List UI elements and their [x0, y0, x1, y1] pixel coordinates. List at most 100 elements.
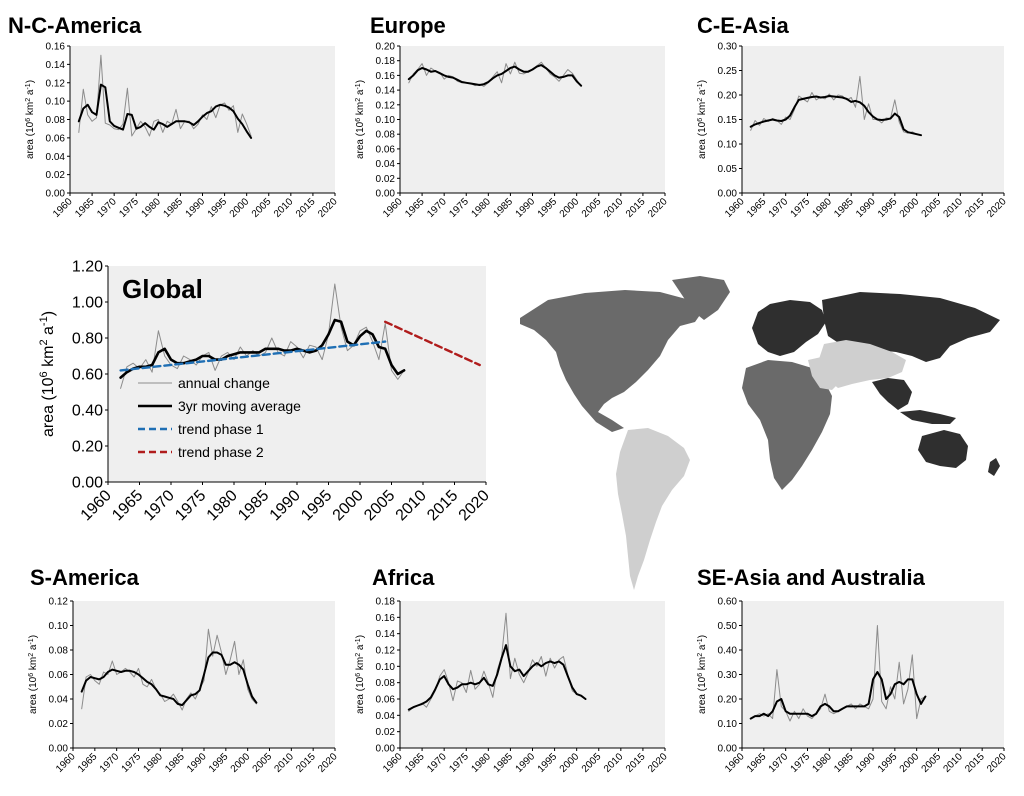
x-tick-label: 1980 — [469, 751, 493, 775]
x-tick-label: 1970 — [767, 196, 791, 220]
x-tick-label: 2010 — [602, 196, 626, 220]
x-tick-label: 2015 — [624, 196, 648, 220]
moving-average-line — [77, 83, 253, 139]
y-tick-label: 1.00 — [72, 295, 103, 312]
y-tick-label: 0.08 — [376, 678, 396, 689]
y-tick-label: 0.14 — [376, 629, 396, 640]
x-tick-label: 2000 — [898, 751, 922, 775]
y-tick-label: 0.02 — [376, 174, 396, 185]
y-tick-label: 0.14 — [46, 60, 66, 71]
y-tick-label: 0.12 — [46, 78, 66, 89]
x-tick-label: 1995 — [536, 196, 560, 220]
x-tick-label: 1960 — [381, 751, 405, 775]
y-tick-label: 0.04 — [49, 695, 69, 706]
x-tick-label: 1960 — [54, 751, 78, 775]
x-tick-label: 2015 — [294, 751, 318, 775]
x-tick-label: 2010 — [941, 751, 965, 775]
y-tick-label: 0.60 — [72, 367, 103, 384]
x-tick-label: 1970 — [95, 196, 119, 220]
y-tick-label: 0.20 — [72, 439, 103, 456]
trend-phase-2-line — [384, 320, 481, 367]
y-tick-label: 0.50 — [718, 621, 738, 632]
x-tick-label: 2020 — [985, 196, 1009, 220]
y-tick-label: 0.00 — [376, 744, 396, 755]
x-tick-label: 2000 — [898, 196, 922, 220]
x-tick-label: 1965 — [745, 196, 769, 220]
map-region-se-asia — [872, 378, 912, 410]
y-tick-label: 0.16 — [376, 613, 396, 624]
x-tick-label: 1990 — [514, 751, 538, 775]
x-tick-label: 1980 — [204, 487, 241, 524]
y-tick-label: 0.02 — [49, 719, 69, 730]
map-region-europe — [752, 300, 826, 356]
panel-s-america: 0.00 0.02 0.04 0.06 0.08 0.10 0.12 196019651970… — [28, 565, 340, 775]
x-tick-label: 2020 — [316, 751, 340, 775]
legend-label: 3yr moving average — [178, 398, 301, 414]
x-tick-label: 2000 — [229, 751, 253, 775]
y-tick-label: 0.08 — [49, 646, 69, 657]
x-tick-label: 2015 — [294, 196, 318, 220]
x-tick-label: 1980 — [810, 751, 834, 775]
annual-change-line — [81, 628, 257, 711]
x-tick-label: 1990 — [267, 487, 304, 524]
map-region-s-america — [616, 428, 690, 590]
plot-area — [742, 601, 1004, 748]
y-tick-label: 0.00 — [718, 744, 738, 755]
y-tick-label: 0.10 — [376, 662, 396, 673]
x-tick-label: 2020 — [646, 751, 670, 775]
y-tick-label: 0.12 — [49, 597, 69, 608]
panel-title: Europe — [370, 13, 446, 38]
x-tick-label: 1995 — [876, 751, 900, 775]
x-tick-label: 2000 — [228, 196, 252, 220]
plot-area — [108, 266, 486, 482]
panel-title: Global — [122, 274, 203, 304]
x-tick-label: 2010 — [272, 751, 296, 775]
y-axis-label: area (106 km2 a-1) — [28, 635, 40, 714]
panel-se-asia-australia: 0.00 0.10 0.20 0.30 0.40 0.50 0.60 196019651970… — [697, 565, 1009, 775]
x-tick-label: 2000 — [558, 196, 582, 220]
panel-global: 0.00 0.20 0.40 0.60 0.80 1.00 1.20 196019651970… — [38, 259, 493, 525]
y-tick-label: 0.15 — [718, 115, 738, 126]
moving-average-line — [80, 651, 258, 707]
y-tick-label: 0.10 — [718, 719, 738, 730]
x-tick-label: 2005 — [251, 751, 275, 775]
y-tick-label: 0.16 — [376, 71, 396, 82]
x-tick-label: 2005 — [580, 751, 604, 775]
y-tick-label: 0.02 — [376, 727, 396, 738]
y-tick-label: 0.04 — [376, 159, 396, 170]
y-tick-label: 0.00 — [72, 475, 103, 492]
y-tick-label: 0.08 — [46, 115, 66, 126]
moving-average-line — [749, 671, 927, 720]
x-tick-label: 1990 — [185, 751, 209, 775]
x-tick-label: 1975 — [447, 751, 471, 775]
map-region-se-asia-islands — [900, 410, 956, 424]
x-tick-label: 2010 — [272, 196, 296, 220]
x-tick-label: 1995 — [536, 751, 560, 775]
x-tick-label: 1990 — [854, 196, 878, 220]
plot-area — [400, 601, 665, 748]
annual-change-line — [78, 54, 252, 137]
y-tick-label: 0.05 — [718, 164, 738, 175]
moving-average-line — [119, 318, 406, 379]
map-region-middle-east — [808, 356, 842, 390]
x-tick-label: 1985 — [492, 196, 516, 220]
panel-n-c-america: 0.00 0.02 0.04 0.06 0.08 0.10 0.12 0.14 0.16 1960… — [8, 13, 340, 220]
y-tick-label: 0.00 — [376, 189, 396, 200]
x-tick-label: 2015 — [963, 751, 987, 775]
y-tick-label: 0.10 — [718, 140, 738, 151]
x-tick-label: 1985 — [235, 487, 272, 524]
y-tick-label: 0.30 — [718, 42, 738, 53]
y-tick-label: 0.06 — [46, 133, 66, 144]
x-tick-label: 2010 — [941, 196, 965, 220]
x-tick-label: 1965 — [73, 196, 97, 220]
x-tick-label: 1960 — [723, 196, 747, 220]
panel-africa: 0.00 0.02 0.04 0.06 0.08 0.10 0.12 0.14 0.16 0.18… — [355, 565, 670, 775]
y-tick-label: 0.04 — [46, 152, 66, 163]
y-axis-label: area (106 km2 a-1) — [697, 635, 709, 714]
panel-title: SE-Asia and Australia — [697, 565, 926, 590]
x-tick-label: 1995 — [298, 487, 335, 524]
x-tick-label: 2005 — [920, 751, 944, 775]
x-tick-label: 1960 — [723, 751, 747, 775]
x-tick-label: 1995 — [207, 751, 231, 775]
x-tick-label: 2005 — [250, 196, 274, 220]
